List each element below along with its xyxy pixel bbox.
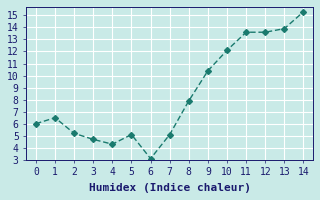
X-axis label: Humidex (Indice chaleur): Humidex (Indice chaleur) [89,183,251,193]
